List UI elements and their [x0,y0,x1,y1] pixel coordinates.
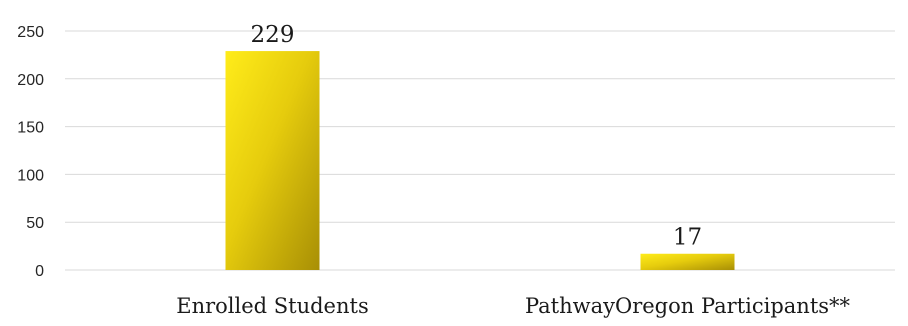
category-label: PathwayOregon Participants** [525,294,851,318]
y-tick-label: 250 [17,24,44,41]
bar [225,51,320,270]
gridlines [65,30,895,271]
y-tick-label: 50 [26,215,44,232]
bar [640,253,735,270]
data-labels: 229 17 [251,22,703,251]
y-tick-label: 100 [17,167,44,184]
category-label: Enrolled Students [176,294,368,318]
y-tick-label: 150 [17,120,44,137]
y-tick-label: 200 [17,72,44,89]
y-tick-label: 0 [35,263,44,280]
y-axis-tick-labels: 0 50 100 150 200 250 [17,24,44,280]
bars [225,51,735,270]
data-label: 17 [673,225,702,251]
x-axis-category-labels: Enrolled Students PathwayOregon Participa… [176,294,850,318]
data-label: 229 [251,22,295,48]
